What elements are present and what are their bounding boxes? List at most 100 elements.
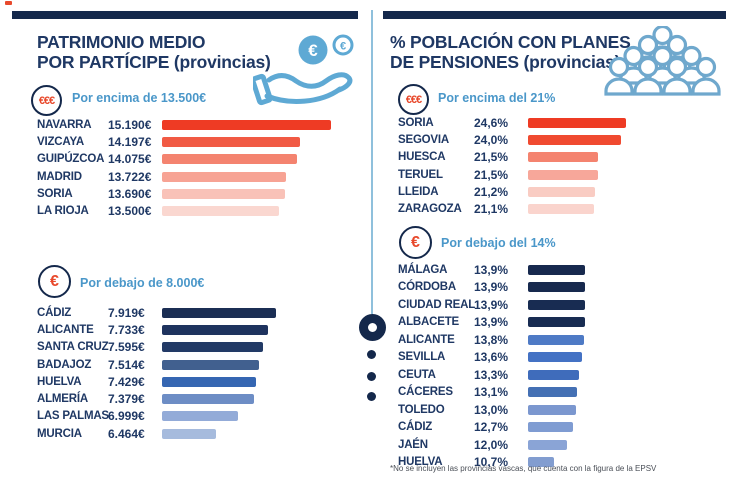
table-row: HUELVA 10,7% (398, 454, 728, 472)
value-bar (162, 394, 254, 405)
province-label: CÁCERES (398, 386, 453, 399)
table-row: JAÉN 12,0% (398, 436, 728, 454)
value-bar (162, 206, 279, 217)
province-value: 12,7% (474, 420, 509, 435)
table-row: CEUTA 13,3% (398, 366, 728, 384)
value-bar (528, 387, 578, 398)
table-row: ALICANTE 7.733€ (37, 321, 367, 338)
table-row: SANTA CRUZ 7.595€ (37, 339, 367, 356)
table-row: LLEIDA 21,2% (398, 183, 728, 200)
value-bar (528, 299, 585, 310)
value-bar (528, 457, 554, 468)
province-value: 14.075€ (108, 152, 152, 167)
province-label: HUELVA (37, 375, 82, 388)
left-bottom-bar-chart: CÁDIZ 7.919€ ALICANTE 7.733€ SANTA CRUZ … (37, 304, 367, 442)
value-bar (162, 359, 260, 370)
left-panel-header-bar (12, 11, 358, 19)
footnote: *No se incluyen las provincias vascas, q… (390, 464, 657, 473)
value-bar (528, 117, 626, 128)
right-panel-header-bar (383, 11, 726, 19)
province-value: 14.197€ (108, 134, 152, 149)
province-value: 13.500€ (108, 204, 152, 219)
value-bar (528, 422, 574, 433)
value-bar (162, 324, 269, 335)
province-label: CEUTA (398, 368, 436, 381)
left-title-line2: POR PARTÍCIPE (provincias) (37, 51, 271, 72)
province-value: 7.514€ (108, 357, 145, 372)
province-value: 13,6% (474, 350, 509, 365)
province-label: TOLEDO (398, 403, 445, 416)
province-label: SANTA CRUZ (37, 341, 109, 354)
table-row: SORIA 13.690€ (37, 185, 367, 202)
province-value: 21,2% (474, 184, 509, 199)
euro-single-badge-icon: € (38, 265, 71, 298)
left-section2-label: Por debajo de 8.000€ (80, 276, 205, 290)
table-row: NAVARRA 15.190€ (37, 116, 367, 133)
value-bar (528, 204, 594, 215)
province-label: SEVILLA (398, 351, 446, 364)
province-value: 7.919€ (108, 305, 145, 320)
table-row: SEGOVIA 24,0% (398, 131, 728, 148)
left-panel-title: PATRIMONIO MEDIO POR PARTÍCIPE (provinci… (37, 32, 271, 72)
province-value: 15.190€ (108, 117, 152, 132)
right-title-line2: DE PENSIONES (provincias) (390, 51, 621, 72)
right-top-bar-chart: SORIA 24,6% SEGOVIA 24,0% HUESCA 21,5% T… (398, 114, 728, 218)
table-row: SORIA 24,6% (398, 114, 728, 131)
value-bar (528, 352, 583, 363)
value-bar (162, 411, 239, 422)
province-value: 13,8% (474, 332, 509, 347)
value-bar (528, 134, 621, 145)
province-value: 24,6% (474, 115, 509, 130)
right-section2-label: Por debajo del 14% (441, 236, 556, 250)
value-bar (528, 369, 580, 380)
value-bar (162, 428, 216, 439)
province-label: CÁDIZ (37, 306, 72, 319)
province-value: 13,1% (474, 385, 509, 400)
red-speck-decoration (5, 1, 12, 5)
table-row: LAS PALMAS 6.999€ (37, 408, 367, 425)
value-bar (162, 188, 285, 199)
province-value: 13.722€ (108, 169, 152, 184)
table-row: MURCIA 6.464€ (37, 425, 367, 442)
province-label: MURCIA (37, 427, 82, 440)
value-bar (162, 154, 297, 165)
table-row: TERUEL 21,5% (398, 166, 728, 183)
province-label: LAS PALMAS (37, 410, 109, 423)
province-value: 7.733€ (108, 322, 145, 337)
province-label: CÓRDOBA (398, 281, 457, 294)
province-label: ALBACETE (398, 316, 460, 329)
province-value: 13,3% (474, 367, 509, 382)
province-value: 12,0% (474, 437, 509, 452)
svg-text:€: € (308, 41, 318, 60)
province-value: 21,5% (474, 167, 509, 182)
value-bar (162, 119, 331, 130)
province-label: HUELVA (398, 456, 443, 469)
province-label: SORIA (37, 187, 73, 200)
province-value: 13.690€ (108, 186, 152, 201)
table-row: CÁDIZ 12,7% (398, 419, 728, 437)
table-row: CÁDIZ 7.919€ (37, 304, 367, 321)
panel-divider-line (371, 10, 373, 314)
left-top-bar-chart: NAVARRA 15.190€ VIZCAYA 14.197€ GUIPÚZCO… (37, 116, 367, 220)
province-value: 10,7% (474, 455, 509, 470)
province-value: 21,1% (474, 202, 509, 217)
value-bar (528, 334, 584, 345)
table-row: GUIPÚZCOA 14.075€ (37, 151, 367, 168)
right-title-line1: % POBLACIÓN CON PLANES (390, 32, 631, 52)
province-value: 7.379€ (108, 392, 145, 407)
province-label: JAÉN (398, 438, 428, 451)
province-value: 7.429€ (108, 374, 145, 389)
table-row: HUELVA 7.429€ (37, 373, 367, 390)
table-row: ALMERÍA 7.379€ (37, 390, 367, 407)
value-bar (528, 317, 585, 328)
divider-ring-dot (358, 314, 386, 341)
table-row: MÁLAGA 13,9% (398, 261, 728, 279)
table-row: CÁCERES 13,1% (398, 384, 728, 402)
province-value: 6.464€ (108, 426, 145, 441)
province-value: 13,9% (474, 315, 509, 330)
province-value: 24,0% (474, 132, 509, 147)
province-label: MÁLAGA (398, 263, 448, 276)
people-group-icon (603, 24, 722, 96)
province-value: 13,9% (474, 262, 509, 277)
table-row: BADAJOZ 7.514€ (37, 356, 367, 373)
